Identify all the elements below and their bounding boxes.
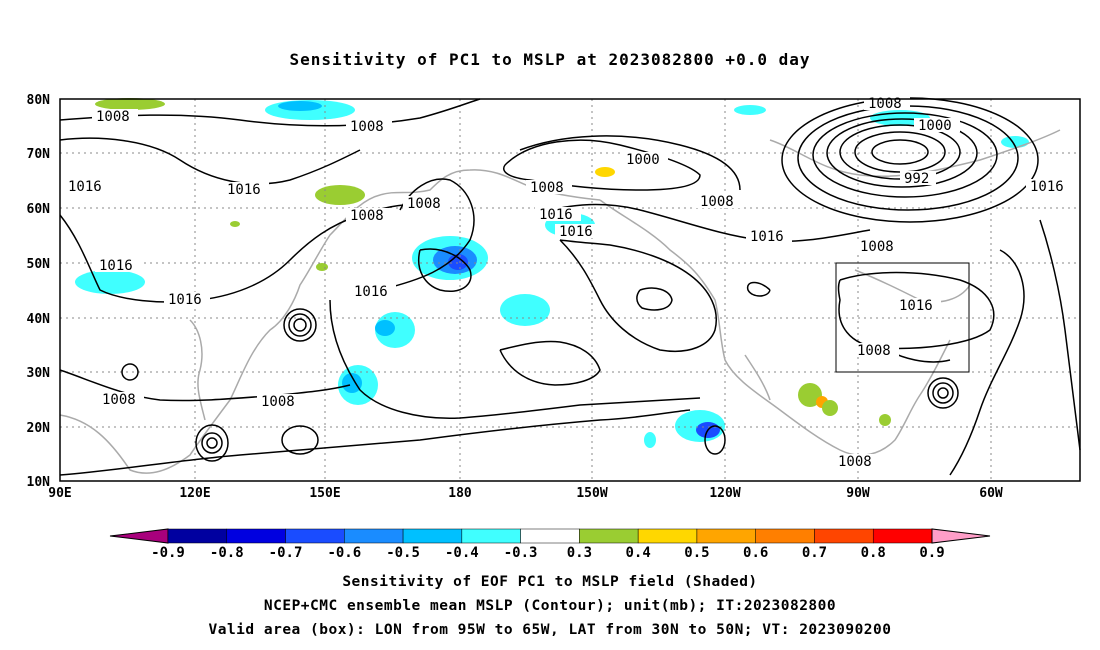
colorbar: -0.9 -0.8 -0.7 -0.6 -0.5 -0.4 -0.3 0.3 0.4 0.5 0.6… [109, 528, 991, 561]
contour-label: 1016 [750, 229, 784, 245]
lat-tick-label: 80N [27, 93, 51, 108]
lat-tick-label: 50N [27, 257, 51, 272]
contour-label: 1008 [96, 109, 130, 125]
colorbar-swatch [402, 528, 463, 544]
colorbar-swatch [696, 528, 756, 544]
colorbar-swatch [814, 528, 874, 544]
contour-label: 1016 [354, 284, 388, 300]
contour-label: 1008 [860, 239, 894, 255]
colorbar-swatch [167, 528, 228, 544]
colorbar-tick-label: -0.4 [445, 545, 479, 561]
contour-label: 1008 [700, 194, 734, 210]
contour-label: 1008 [261, 394, 295, 410]
contour-label: 1016 [539, 207, 573, 223]
colorbar-tick-label: 0.5 [684, 545, 709, 561]
colorbar-swatch [872, 528, 933, 544]
lon-tick-label: 180 [448, 486, 472, 501]
colorbar-swatch [520, 528, 580, 544]
contour-label: 1008 [350, 208, 384, 224]
contour-label: 1008 [530, 180, 564, 196]
colorbar-tick-label: 0.4 [626, 545, 651, 561]
lat-tick-label: 30N [27, 366, 51, 381]
colorbar-swatch [461, 528, 521, 544]
contour-label: 1008 [102, 392, 136, 408]
lon-tick-label: 120W [709, 486, 740, 501]
lon-tick-label: 60W [979, 486, 1003, 501]
colorbar-tick-label: -0.8 [210, 545, 244, 561]
contour-label: 1008 [857, 343, 891, 359]
chart-title: Sensitivity of PC1 to MSLP at 2023082800… [289, 50, 811, 69]
colorbar-arrow-low [109, 528, 169, 544]
colorbar-tick-label: -0.5 [386, 545, 420, 561]
isobar-contours [59, 97, 1081, 476]
contour-label: 1016 [99, 258, 133, 274]
map-frame [59, 98, 1081, 482]
colorbar-tick-label: 0.9 [919, 545, 944, 561]
contour-label: 1016 [168, 292, 202, 308]
contour-label: 1016 [899, 298, 933, 314]
contour-label: 1016 [68, 179, 102, 195]
lat-tick-label: 10N [27, 475, 51, 490]
colorbar-tick-label: -0.6 [327, 545, 361, 561]
colorbar-swatch [344, 528, 404, 544]
colorbar-swatch [226, 528, 286, 544]
contour-label: 1008 [838, 454, 872, 470]
lat-tick-label: 60N [27, 202, 51, 217]
colorbar-tick-label: 0.3 [567, 545, 592, 561]
caption-line-3: Valid area (box): LON from 95W to 65W, L… [208, 622, 892, 638]
colorbar-swatch [285, 528, 345, 544]
lon-tick-label: 120E [179, 486, 210, 501]
contour-label: 1016 [227, 182, 261, 198]
lon-tick-label: 150E [309, 486, 340, 501]
contour-label: 1016 [559, 224, 593, 240]
colorbar-swatch [755, 528, 815, 544]
colorbar-tick-label: 0.8 [861, 545, 886, 561]
colorbar-tick-label: -0.3 [504, 545, 538, 561]
lon-tick-label: 90E [48, 486, 71, 501]
valid-area-box [835, 262, 970, 373]
colorbar-swatch [637, 528, 698, 544]
lat-tick-label: 20N [27, 421, 51, 436]
contour-label: 1008 [868, 96, 902, 112]
caption-line-1: Sensitivity of EOF PC1 to MSLP field (Sh… [342, 574, 758, 590]
contour-label: 1008 [350, 119, 384, 135]
caption-line-2: NCEP+CMC ensemble mean MSLP (Contour); u… [263, 598, 837, 614]
longitude-axis: 90E 120E 150E 180 150W 120W 90W 60W [48, 486, 1003, 501]
colorbar-tick-label: 0.7 [802, 545, 827, 561]
lon-tick-label: 90W [846, 486, 870, 501]
colorbar-arrow-high [931, 528, 991, 544]
lat-tick-label: 40N [27, 312, 51, 327]
colorbar-swatch [579, 528, 639, 544]
colorbar-tick-label: 0.6 [743, 545, 768, 561]
contour-label: 1000 [626, 152, 660, 168]
contour-labels: 1008 1008 1016 1016 1008 1008 1000 1008 … [64, 96, 1072, 470]
colorbar-tick-label: -0.9 [151, 545, 185, 561]
colorbar-tick-label: -0.7 [269, 545, 303, 561]
contour-label: 1000 [918, 118, 952, 134]
latitude-axis: 80N 70N 60N 50N 40N 30N 20N 10N [27, 93, 51, 490]
contour-label: 992 [904, 171, 929, 187]
contour-label: 1008 [407, 196, 441, 212]
lat-tick-label: 70N [27, 147, 51, 162]
contour-label: 1016 [1030, 179, 1064, 195]
lon-tick-label: 150W [576, 486, 607, 501]
